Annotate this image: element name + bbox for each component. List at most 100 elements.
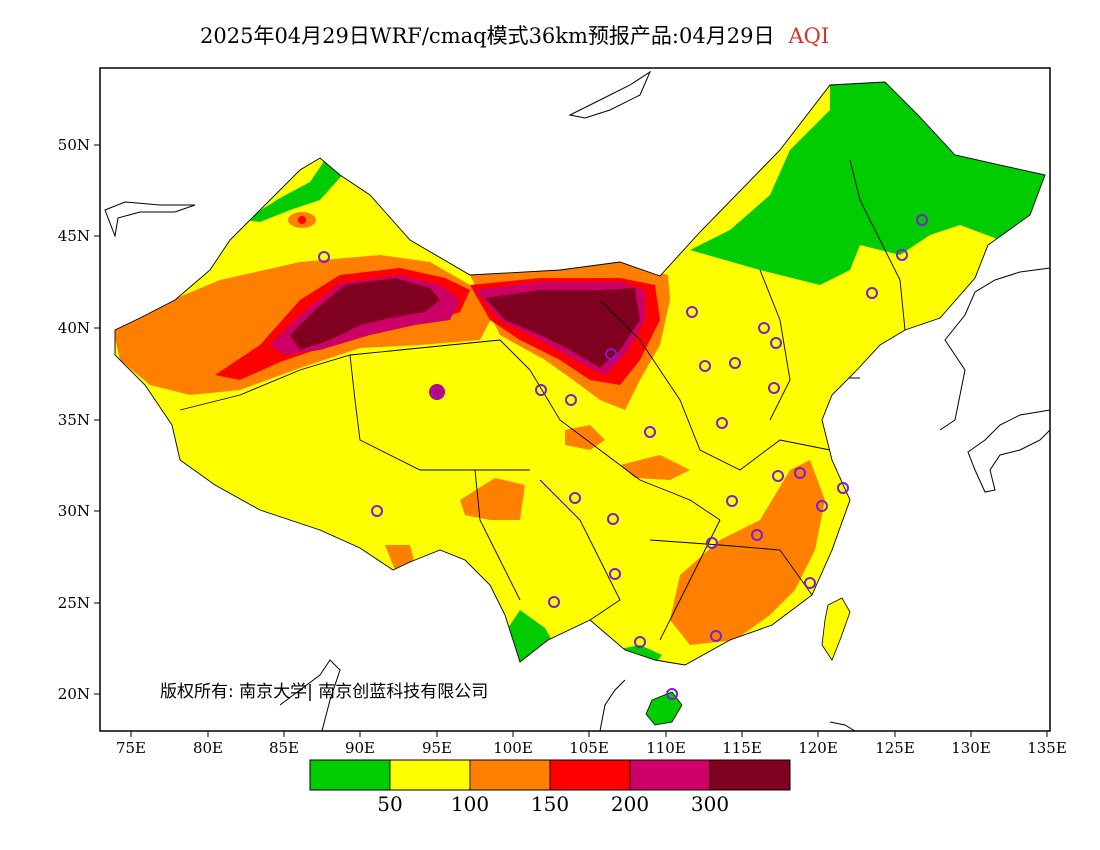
station-marker — [706, 537, 718, 549]
station-marker — [896, 249, 908, 261]
border-northeast — [849, 159, 906, 331]
hainan-island — [645, 691, 683, 726]
station-marker — [565, 394, 577, 406]
x-tick-label: 95E — [422, 739, 452, 757]
station-marker — [804, 577, 816, 589]
border-central — [529, 369, 721, 521]
station-marker — [916, 214, 928, 226]
border-north-east — [599, 299, 831, 471]
aqi-band-100-150-central — [620, 455, 690, 480]
legend-swatch — [629, 759, 711, 791]
station-marker — [686, 306, 698, 318]
islands — [645, 597, 851, 726]
legend-swatch — [389, 759, 471, 791]
station-marker — [816, 500, 828, 512]
x-tick-label: 75E — [116, 739, 146, 757]
station-marker — [699, 360, 711, 372]
station-marker — [716, 417, 728, 429]
station-marker — [758, 322, 770, 334]
legend-swatch — [469, 759, 551, 791]
copyright-notice: 版权所有: 南京大学| 南京创蓝科技有限公司 — [160, 682, 488, 702]
japan-coast — [967, 409, 1051, 493]
aqi-band-100-150-southeast — [670, 460, 825, 645]
border-south — [659, 519, 721, 641]
station-marker — [772, 470, 784, 482]
station-marker — [794, 467, 806, 479]
korea-coast — [939, 267, 1051, 431]
title-text: 2025年04月29日WRF/cmaq模式36km预报产品:04月29日 — [200, 24, 775, 48]
station-marker — [770, 337, 782, 349]
china-national-border — [114, 81, 1046, 666]
station-marker — [751, 529, 763, 541]
aqi-band-300-plus-west — [290, 278, 440, 350]
legend-label: 150 — [531, 792, 569, 816]
indochina-border — [599, 679, 626, 732]
sakhalin-outline — [568, 70, 652, 119]
legend-label: 300 — [691, 792, 729, 816]
station-marker — [569, 492, 581, 504]
border-xinjiang-tibet — [179, 339, 531, 411]
border-qinghai — [349, 354, 530, 471]
luzon-coast — [829, 721, 856, 732]
x-tick-label: 120E — [798, 739, 838, 757]
y-axis-labels: 50N 45N 40N 35N 30N 25N 20N — [58, 136, 90, 703]
legend-swatches — [309, 759, 791, 791]
x-tick-label: 85E — [269, 739, 299, 757]
legend-swatch — [309, 759, 391, 791]
border-jiangxi — [649, 539, 813, 596]
y-tick-label: 30N — [58, 502, 90, 520]
station-marker — [607, 513, 619, 525]
station-marker — [371, 505, 383, 517]
x-tick-label: 115E — [722, 739, 762, 757]
x-tick-label: 125E — [875, 739, 915, 757]
x-tick-label: 110E — [646, 739, 686, 757]
station-marker — [710, 630, 722, 642]
legend-label: 200 — [611, 792, 649, 816]
y-tick-label: 35N — [58, 411, 90, 429]
legend-label: 50 — [377, 792, 402, 816]
aqi-hotspot-xinjiang-core — [298, 216, 306, 224]
border-guizhou — [539, 479, 621, 621]
station-marker — [535, 384, 547, 396]
station-marker — [634, 636, 646, 648]
x-tick-label: 80E — [193, 739, 223, 757]
x-tick-label: 135E — [1027, 739, 1067, 757]
legend-swatch — [709, 759, 791, 791]
x-tick-label: 130E — [951, 739, 991, 757]
station-markers — [318, 214, 928, 700]
y-tick-label: 40N — [58, 319, 90, 337]
y-tick-label: 20N — [58, 685, 90, 703]
station-marker — [726, 495, 738, 507]
axis-ticks — [94, 144, 1048, 737]
aqi-band-300-plus-north — [485, 288, 640, 368]
india-border — [279, 659, 341, 732]
y-tick-label: 25N — [58, 594, 90, 612]
station-marker — [431, 387, 443, 399]
map-title: 2025年04月29日WRF/cmaq模式36km预报产品:04月29日 AQI — [200, 20, 829, 50]
station-marker — [609, 568, 621, 580]
y-tick-label: 50N — [58, 136, 90, 154]
station-marker — [866, 287, 878, 299]
station-marker — [605, 348, 617, 360]
legend-label: 100 — [451, 792, 489, 816]
station-marker — [666, 688, 678, 700]
border-sichuan-tibet — [474, 469, 521, 601]
title-variable: AQI — [788, 24, 830, 48]
x-tick-label: 90E — [345, 739, 375, 757]
x-tick-label: 105E — [569, 739, 609, 757]
x-tick-label: 100E — [493, 739, 533, 757]
balkhash-outline — [104, 201, 196, 238]
aqi-legend: 50 100 150 200 300 — [309, 759, 791, 816]
border-hebei — [759, 269, 791, 421]
taiwan-island — [821, 597, 851, 661]
legend-border — [309, 759, 791, 791]
x-axis-labels: 75E 80E 85E 90E 95E 100E 105E 110E 115E … — [116, 739, 1067, 757]
station-marker — [729, 357, 741, 369]
aqi-band-100-150-sichuan — [460, 478, 525, 520]
station-marker — [837, 482, 849, 494]
station-marker — [318, 251, 330, 263]
station-marker — [768, 382, 780, 394]
china-province-borders — [114, 81, 1046, 666]
station-marker — [548, 596, 560, 608]
